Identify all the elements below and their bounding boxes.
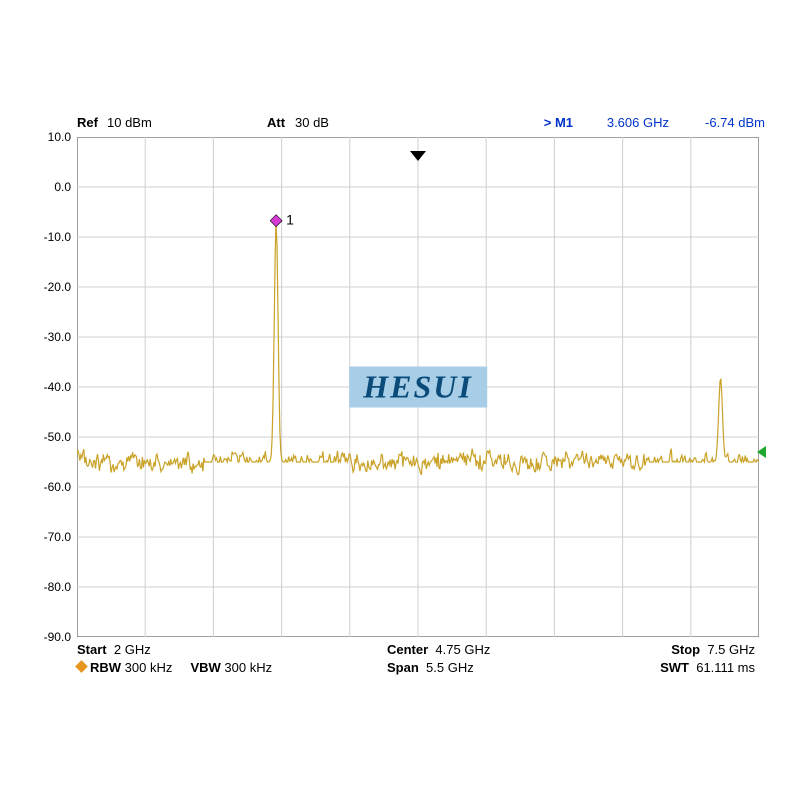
watermark-label: HESUI xyxy=(349,367,487,408)
y-tick-label: 0.0 xyxy=(31,180,71,194)
marker-freq: 3.606 GHz xyxy=(607,115,669,130)
plot-area: 1 HESUI xyxy=(77,137,759,637)
stop-freq: Stop 7.5 GHz xyxy=(671,641,755,659)
ref-value: 10 dBm xyxy=(107,115,152,130)
att-label: Att xyxy=(267,115,285,130)
spectrum-analyzer-screenshot: Ref 10 dBm Att 30 dB > M1 3.606 GHz -6.7… xyxy=(33,115,765,685)
trace-indicator-arrow-icon xyxy=(757,446,766,458)
marker-amplitude: -6.74 dBm xyxy=(705,115,765,130)
start-freq: Start 2 GHz xyxy=(77,641,151,659)
center-marker-triangle-icon xyxy=(410,151,426,161)
y-tick-label: -40.0 xyxy=(31,380,71,394)
y-tick-label: 10.0 xyxy=(31,130,71,144)
footer-bar: Start 2 GHz Center 4.75 GHz Stop 7.5 GHz… xyxy=(77,641,765,677)
y-tick-label: -30.0 xyxy=(31,330,71,344)
y-tick-label: -80.0 xyxy=(31,580,71,594)
rbw-vbw: RBW 300 kHz VBW 300 kHz xyxy=(77,659,272,677)
marker-id: > M1 xyxy=(544,115,573,130)
y-tick-label: -70.0 xyxy=(31,530,71,544)
att-value: 30 dB xyxy=(295,115,329,130)
ref-label: Ref xyxy=(77,115,98,130)
y-tick-label: -90.0 xyxy=(31,630,71,644)
rbw-indicator-icon xyxy=(75,660,88,673)
y-tick-label: -20.0 xyxy=(31,280,71,294)
sweep-time: SWT 61.111 ms xyxy=(660,659,755,677)
header-bar: Ref 10 dBm Att 30 dB > M1 3.606 GHz -6.7… xyxy=(77,115,765,135)
span: Span 5.5 GHz xyxy=(387,659,474,677)
y-tick-label: -10.0 xyxy=(31,230,71,244)
y-axis-labels: 10.00.0-10.0-20.0-30.0-40.0-50.0-60.0-70… xyxy=(33,137,75,637)
y-tick-label: -50.0 xyxy=(31,430,71,444)
center-freq: Center 4.75 GHz xyxy=(387,641,490,659)
svg-text:1: 1 xyxy=(286,212,294,228)
y-tick-label: -60.0 xyxy=(31,480,71,494)
